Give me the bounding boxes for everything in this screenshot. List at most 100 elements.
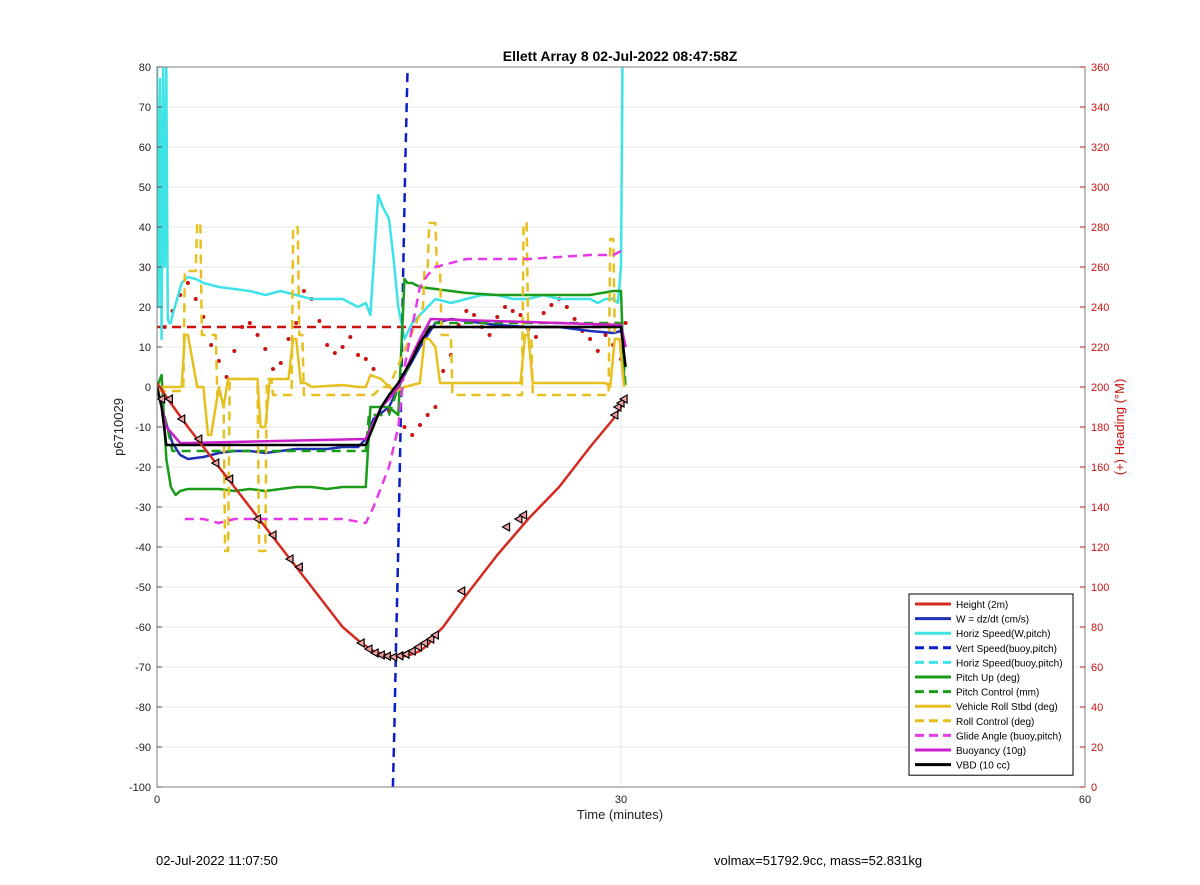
y-tick-label: 70 <box>139 102 151 114</box>
y-tick-label: -50 <box>135 582 151 594</box>
waypoint-marker <box>388 651 398 663</box>
y-tick-label: -20 <box>135 462 151 474</box>
y2-tick-label: 280 <box>1091 222 1109 234</box>
heading-point <box>185 281 190 285</box>
heading-point <box>518 313 523 317</box>
legend-label: Roll Control (deg) <box>956 717 1034 728</box>
heading-point <box>487 333 492 337</box>
y2-tick-label: 60 <box>1091 662 1103 674</box>
y-tick-label: 50 <box>139 182 151 194</box>
y2-tick-label: 260 <box>1091 262 1109 274</box>
waypoint-marker <box>355 637 365 649</box>
waypoint-marker <box>413 641 422 653</box>
x-tick-label: 30 <box>615 794 627 806</box>
y2-tick-label: 80 <box>1091 622 1103 634</box>
y2-tick-label: 360 <box>1091 62 1109 74</box>
legend-label: Vehicle Roll Stbd (deg) <box>956 702 1058 713</box>
y2-tick-label: 220 <box>1091 342 1109 354</box>
heading-point <box>410 433 415 437</box>
waypoint-marker <box>267 529 277 541</box>
waypoint-marker <box>501 521 511 533</box>
heading-point <box>294 321 299 325</box>
legend-label: Horiz Speed(buoy,pitch) <box>956 658 1063 669</box>
heading-point <box>271 367 275 371</box>
heading-point <box>541 311 546 315</box>
waypoint-marker <box>210 457 220 469</box>
legend-label: Glide Angle (buoy,pitch) <box>956 731 1061 742</box>
legend-label: VBD (10 cc) <box>956 761 1010 772</box>
heading-point <box>402 425 407 429</box>
plot-series <box>157 67 628 787</box>
legend-label: Pitch Up (deg) <box>956 673 1020 684</box>
heading-point <box>325 343 330 347</box>
series-pitch-up-deg <box>157 277 626 497</box>
heading-point <box>232 349 237 353</box>
y2-tick-label: 300 <box>1091 182 1109 194</box>
waypoint-marker <box>284 553 294 565</box>
y2-tick-label: 340 <box>1091 102 1109 114</box>
heading-point <box>193 297 198 301</box>
y-tick-label: -100 <box>129 782 151 794</box>
legend-label: Horiz Speed(W,pitch) <box>956 629 1050 640</box>
heading-point <box>588 337 593 341</box>
heading-point <box>595 349 600 353</box>
heading-point <box>348 335 353 339</box>
series-buoyancy-10g <box>157 317 627 445</box>
y-tick-label: -80 <box>135 702 151 714</box>
heading-point <box>371 367 376 371</box>
y-tick-label: -40 <box>135 542 151 554</box>
legend-label: W = dz/dt (cm/s) <box>956 615 1029 626</box>
waypoint-marker <box>618 393 628 405</box>
y-tick-label: 10 <box>139 342 151 354</box>
waypoint-marker <box>430 629 439 641</box>
heading-point <box>533 335 538 339</box>
chart-title: Ellett Array 8 02-Jul-2022 08:47:58Z <box>503 48 738 64</box>
series-horiz-speed-w-pitch <box>157 67 624 341</box>
waypoint-marker <box>419 637 429 649</box>
waypoint-marker <box>363 643 373 655</box>
waypoint-marker <box>376 649 385 661</box>
heading-point <box>301 289 306 293</box>
y-tick-label: 40 <box>139 222 151 234</box>
x-tick-label: 60 <box>1079 794 1091 806</box>
footer-volmax-mass: volmax=51792.9cc, mass=52.831kg <box>714 853 923 868</box>
y2-tick-label: 160 <box>1091 462 1109 474</box>
waypoint-marker <box>252 513 262 525</box>
series-waypoint-markers <box>157 393 628 663</box>
waypoint-marker <box>612 401 622 413</box>
y2-axis-label: (+) Heading (°M) <box>1112 379 1127 476</box>
heading-point <box>417 423 422 427</box>
y2-tick-label: 40 <box>1091 702 1103 714</box>
y2-tick-label: 0 <box>1091 782 1097 794</box>
legend-label: Pitch Control (mm) <box>956 688 1039 699</box>
heading-point <box>441 369 446 373</box>
footer-timestamp: 02-Jul-2022 11:07:50 <box>156 853 278 868</box>
heading-point <box>464 309 469 313</box>
heading-point <box>247 321 252 325</box>
heading-point <box>286 337 291 341</box>
y2-tick-label: 20 <box>1091 742 1103 754</box>
heading-point <box>263 347 268 351</box>
y-tick-label: 0 <box>145 382 151 394</box>
legend-label: Vert Speed(buoy,pitch) <box>956 644 1057 655</box>
heading-point <box>433 405 438 409</box>
heading-point <box>340 345 345 349</box>
series-roll-control-deg <box>157 221 617 553</box>
series-vbd-10-cc <box>157 325 627 447</box>
waypoint-marker <box>406 645 416 657</box>
y2-tick-label: 240 <box>1091 302 1109 314</box>
waypoint-marker <box>193 433 203 445</box>
heading-point <box>240 325 245 329</box>
y2-tick-label: 120 <box>1091 542 1109 554</box>
series-vert-speed-buoy-pitch <box>391 67 409 787</box>
waypoint-marker <box>609 409 619 421</box>
heading-point <box>162 325 167 329</box>
heading-point <box>623 321 628 325</box>
waypoint-marker <box>176 413 186 425</box>
heading-point <box>363 357 368 361</box>
heading-point <box>472 313 477 317</box>
y-tick-label: -30 <box>135 502 151 514</box>
waypoint-marker <box>456 585 466 597</box>
heading-point <box>503 305 507 309</box>
heading-point <box>255 333 260 337</box>
